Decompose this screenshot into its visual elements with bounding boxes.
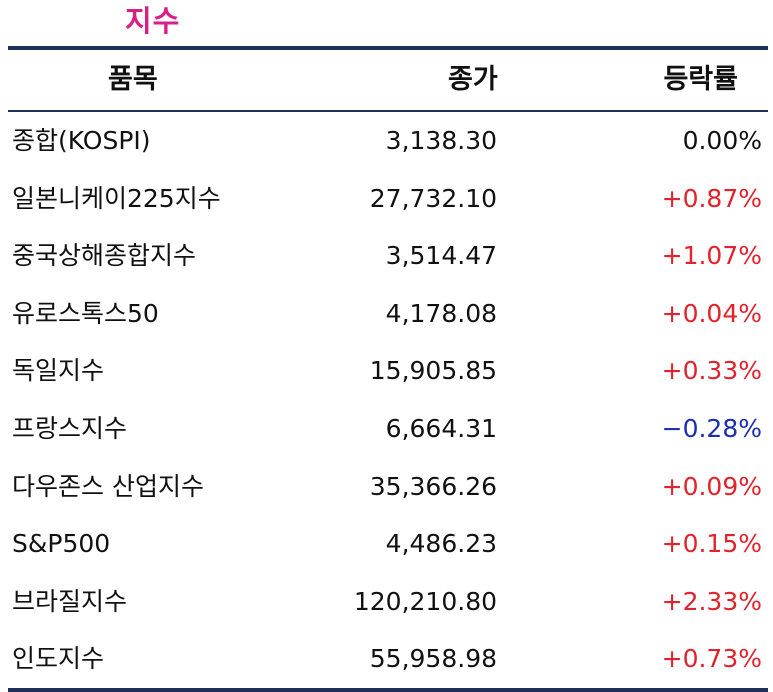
- table-row: 종합(KOSPI) 3,138.30 0.00%: [8, 112, 768, 170]
- row-name: 프랑스지수: [12, 413, 128, 443]
- row-change: +2.33%: [661, 586, 762, 616]
- table-row: S&P500 4,486.23 +0.15%: [8, 515, 768, 573]
- row-name: 인도지수: [12, 644, 105, 674]
- page-title: 지수: [125, 4, 181, 38]
- table-row: 독일지수 15,905.85 +0.33%: [8, 342, 768, 400]
- row-change: +0.87%: [661, 183, 762, 213]
- row-change: +0.09%: [661, 471, 762, 501]
- row-change: −0.28%: [661, 413, 762, 443]
- row-name: 브라질지수: [12, 586, 128, 616]
- table-row: 일본니케이225지수 27,732.10 +0.87%: [8, 170, 768, 228]
- row-change: +1.07%: [661, 241, 762, 271]
- row-change: +0.15%: [661, 529, 762, 559]
- header-name: 품목: [108, 64, 158, 95]
- table-row: 중국상해종합지수 3,514.47 +1.07%: [8, 227, 768, 285]
- row-close: 120,210.80: [353, 586, 497, 616]
- table-row: 프랑스지수 6,664.31 −0.28%: [8, 400, 768, 458]
- row-change: +0.04%: [661, 298, 762, 328]
- table-row: 유로스톡스50 4,178.08 +0.04%: [8, 285, 768, 343]
- table-row: 인도지수 55,958.98 +0.73%: [8, 630, 768, 688]
- row-name: 독일지수: [12, 356, 105, 386]
- row-change: +0.73%: [661, 644, 762, 674]
- row-close: 15,905.85: [369, 356, 497, 386]
- header-change: 등락률: [663, 64, 738, 95]
- row-name: 중국상해종합지수: [12, 241, 197, 271]
- row-close: 55,958.98: [369, 644, 497, 674]
- row-close: 4,178.08: [385, 298, 497, 328]
- row-close: 3,514.47: [385, 241, 497, 271]
- row-change: 0.00%: [682, 126, 762, 155]
- table-row: 다우존스 산업지수 35,366.26 +0.09%: [8, 458, 768, 516]
- table-header: 품목 종가 등락률: [8, 50, 768, 112]
- row-name: S&P500: [12, 529, 111, 559]
- row-close: 4,486.23: [385, 529, 497, 559]
- row-name: 일본니케이225지수: [12, 183, 221, 213]
- row-close: 6,664.31: [385, 413, 497, 443]
- table-row: 브라질지수 120,210.80 +2.33%: [8, 573, 768, 631]
- index-table: 품목 종가 등락률 종합(KOSPI) 3,138.30 0.00% 일본니케이…: [8, 46, 768, 692]
- row-change: +0.33%: [661, 356, 762, 386]
- row-name: 종합(KOSPI): [12, 126, 151, 155]
- row-close: 27,732.10: [369, 183, 497, 213]
- row-name: 다우존스 산업지수: [12, 471, 204, 501]
- row-name: 유로스톡스50: [12, 298, 159, 328]
- row-close: 3,138.30: [385, 126, 497, 155]
- header-close: 종가: [448, 64, 498, 95]
- row-close: 35,366.26: [369, 471, 497, 501]
